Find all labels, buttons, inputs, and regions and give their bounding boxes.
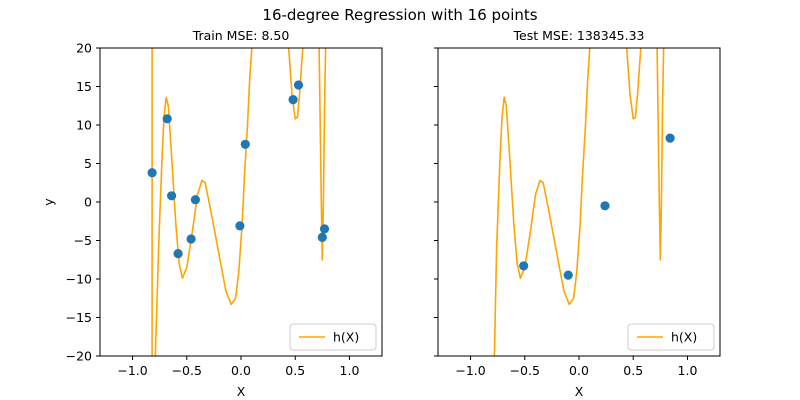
test-panel: −1.0 −0.5 0.0 0.5 1.0 Test MSE: 138345.33 Xh(X… [434,28,721,399]
x-tick-label: 0.5 [623,363,643,378]
data-point-2 [167,191,177,201]
data-point-8 [288,95,298,105]
legend-label: h(X) [671,330,697,345]
y-tick-label: 0 [84,195,92,210]
data-point-7 [240,139,250,149]
data-point-5 [190,195,200,205]
y-tick-label: −20 [66,349,92,364]
data-point-1 [162,114,172,124]
y-tick-label: 20 [76,41,92,56]
curve-group [151,48,327,356]
x-axis-label: X [237,384,246,399]
subplot-title: Train MSE: 8.50 [192,28,290,43]
legend: h(X) [289,323,377,351]
y-tick-label: 10 [76,118,92,133]
y-tick-label: 5 [84,156,92,171]
legend: h(X) [627,323,715,351]
x-tick-label: −0.5 [172,363,202,378]
x-tick-label: −0.5 [510,363,540,378]
data-point-0 [519,261,529,271]
x-tick-label: 0.5 [285,363,305,378]
y-tick-label: −10 [66,272,92,287]
data-point-3 [173,249,183,259]
curve-segment-0 [493,48,591,356]
y-tick-label: 15 [76,79,92,94]
train-panel: −1.0 −0.5 0.0 0.5 1.0 −20 −15 −10 −5 0 5 10 15 20 Trai… [41,28,383,399]
x-tick-label: 0.0 [231,363,251,378]
data-point-4 [186,234,196,244]
curve-segment-3 [318,48,327,261]
x-tick-label: 1.0 [340,363,360,378]
curve-group [493,48,665,356]
y-axis-label: y [41,198,56,206]
curve-segment-1 [154,48,253,356]
data-point-2 [600,201,610,211]
x-tick-label: −1.0 [117,363,147,378]
x-tick-label: 1.0 [678,363,698,378]
data-point-6 [235,221,245,231]
legend-box [289,323,377,351]
y-tick-label: −5 [74,233,92,248]
data-point-1 [563,270,573,280]
x-tick-label: 0.0 [569,363,589,378]
figure-title: 16-degree Regression with 16 points [262,6,537,24]
x-tick-label: −1.0 [455,363,485,378]
curve-segment-2 [656,48,665,261]
x-axis-label: X [575,384,584,399]
data-point-0 [147,168,157,178]
legend-label: h(X) [333,330,359,345]
data-point-3 [665,133,675,143]
legend-box [627,323,715,351]
data-point-10 [317,232,327,242]
curve-segment-1 [625,48,642,120]
subplot-title: Test MSE: 138345.33 [513,28,645,43]
y-tick-label: −15 [66,310,92,325]
data-point-9 [293,80,304,90]
curve-segment-2 [287,48,304,120]
data-point-11 [319,224,330,234]
